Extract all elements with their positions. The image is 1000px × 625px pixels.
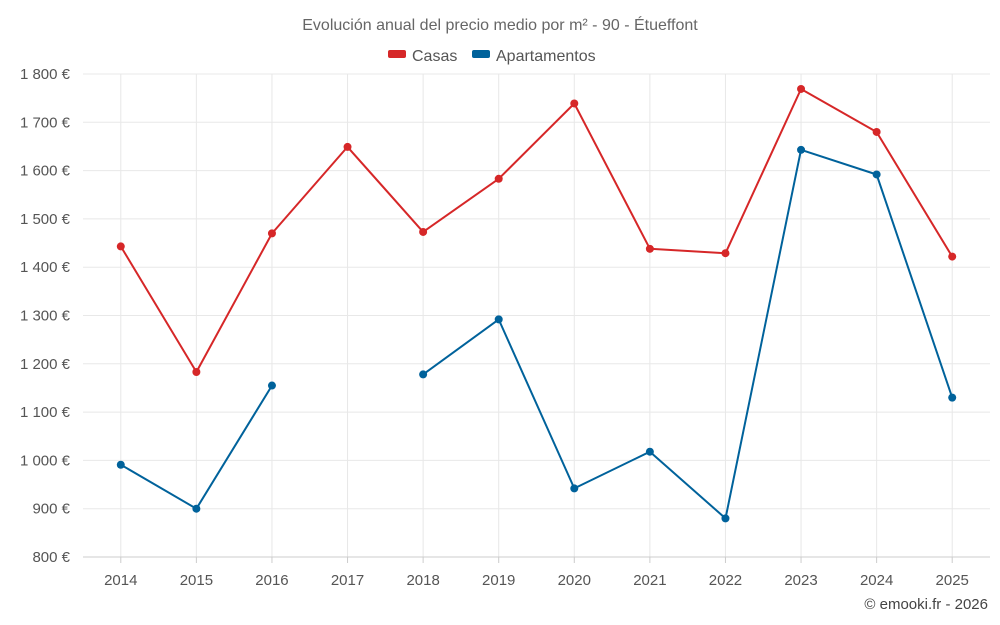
data-point-apartamentos[interactable] (570, 484, 579, 493)
data-point-apartamentos[interactable] (494, 315, 503, 324)
data-point-apartamentos[interactable] (872, 170, 881, 179)
x-tick-label: 2025 (936, 572, 969, 589)
series-casas (116, 84, 957, 377)
series-line-casas (119, 88, 954, 373)
data-point-casas[interactable] (797, 84, 806, 93)
legend[interactable]: Casas Apartamentos (388, 48, 596, 65)
data-point-casas[interactable] (192, 368, 201, 377)
y-tick-label: 1 700 € (20, 114, 71, 131)
series (116, 84, 957, 523)
y-tick-label: 1 500 € (20, 211, 71, 228)
legend-swatch-casas (388, 50, 406, 58)
legend-item-apartamentos[interactable]: Apartamentos (472, 48, 596, 65)
x-axis: 2014 2015 2016 2017 2018 2019 2020 2021 2022 2023… (83, 556, 990, 589)
y-axis: 800 € 900 € 1 000 € 1 100 € 1 200 € 1 300 € 1 … (20, 66, 71, 566)
data-point-casas[interactable] (419, 227, 428, 236)
legend-swatch-apartamentos (472, 50, 490, 58)
data-point-apartamentos[interactable] (192, 504, 201, 513)
x-tick-label: 2017 (331, 572, 364, 589)
legend-label-casas: Casas (412, 48, 457, 65)
data-point-apartamentos[interactable] (116, 460, 125, 469)
data-point-casas[interactable] (116, 242, 125, 251)
data-point-casas[interactable] (645, 244, 654, 253)
x-tick-label: 2022 (709, 572, 742, 589)
y-tick-label: 1 800 € (20, 66, 71, 83)
credit-text: © emooki.fr - 2026 (864, 596, 988, 613)
series-apartamentos (116, 145, 957, 523)
x-tick-label: 2021 (633, 572, 666, 589)
legend-item-casas[interactable]: Casas (388, 48, 457, 65)
data-point-casas[interactable] (343, 142, 352, 151)
y-tick-label: 1 100 € (20, 404, 71, 421)
data-point-casas[interactable] (494, 174, 503, 183)
grid (83, 73, 990, 557)
data-point-apartamentos[interactable] (645, 447, 654, 456)
data-point-apartamentos[interactable] (797, 145, 806, 154)
x-tick-label: 2014 (104, 572, 137, 589)
x-tick-label: 2023 (784, 572, 817, 589)
x-tick-label: 2018 (406, 572, 439, 589)
y-tick-label: 1 300 € (20, 308, 71, 325)
x-tick-label: 2024 (860, 572, 893, 589)
y-tick-label: 1 400 € (20, 259, 71, 276)
x-tick-label: 2015 (180, 572, 213, 589)
y-tick-label: 800 € (32, 549, 70, 566)
series-line-apartamentos (422, 148, 954, 520)
data-point-apartamentos[interactable] (948, 393, 957, 402)
data-point-apartamentos[interactable] (267, 381, 276, 390)
x-tick-label: 2016 (255, 572, 288, 589)
data-point-casas[interactable] (948, 252, 957, 261)
data-point-casas[interactable] (872, 127, 881, 136)
data-point-casas[interactable] (721, 249, 730, 258)
x-tick-label: 2020 (558, 572, 591, 589)
y-tick-label: 1 000 € (20, 452, 71, 469)
y-tick-label: 1 200 € (20, 356, 71, 373)
y-tick-label: 1 600 € (20, 163, 71, 180)
chart-title: Evolución anual del precio medio por m² … (302, 15, 698, 34)
data-point-apartamentos[interactable] (419, 370, 428, 379)
x-tick-label: 2019 (482, 572, 515, 589)
data-point-apartamentos[interactable] (721, 514, 730, 523)
legend-label-apartamentos: Apartamentos (496, 48, 596, 65)
data-point-casas[interactable] (267, 229, 276, 238)
y-tick-label: 900 € (32, 501, 70, 518)
data-point-casas[interactable] (570, 99, 579, 108)
